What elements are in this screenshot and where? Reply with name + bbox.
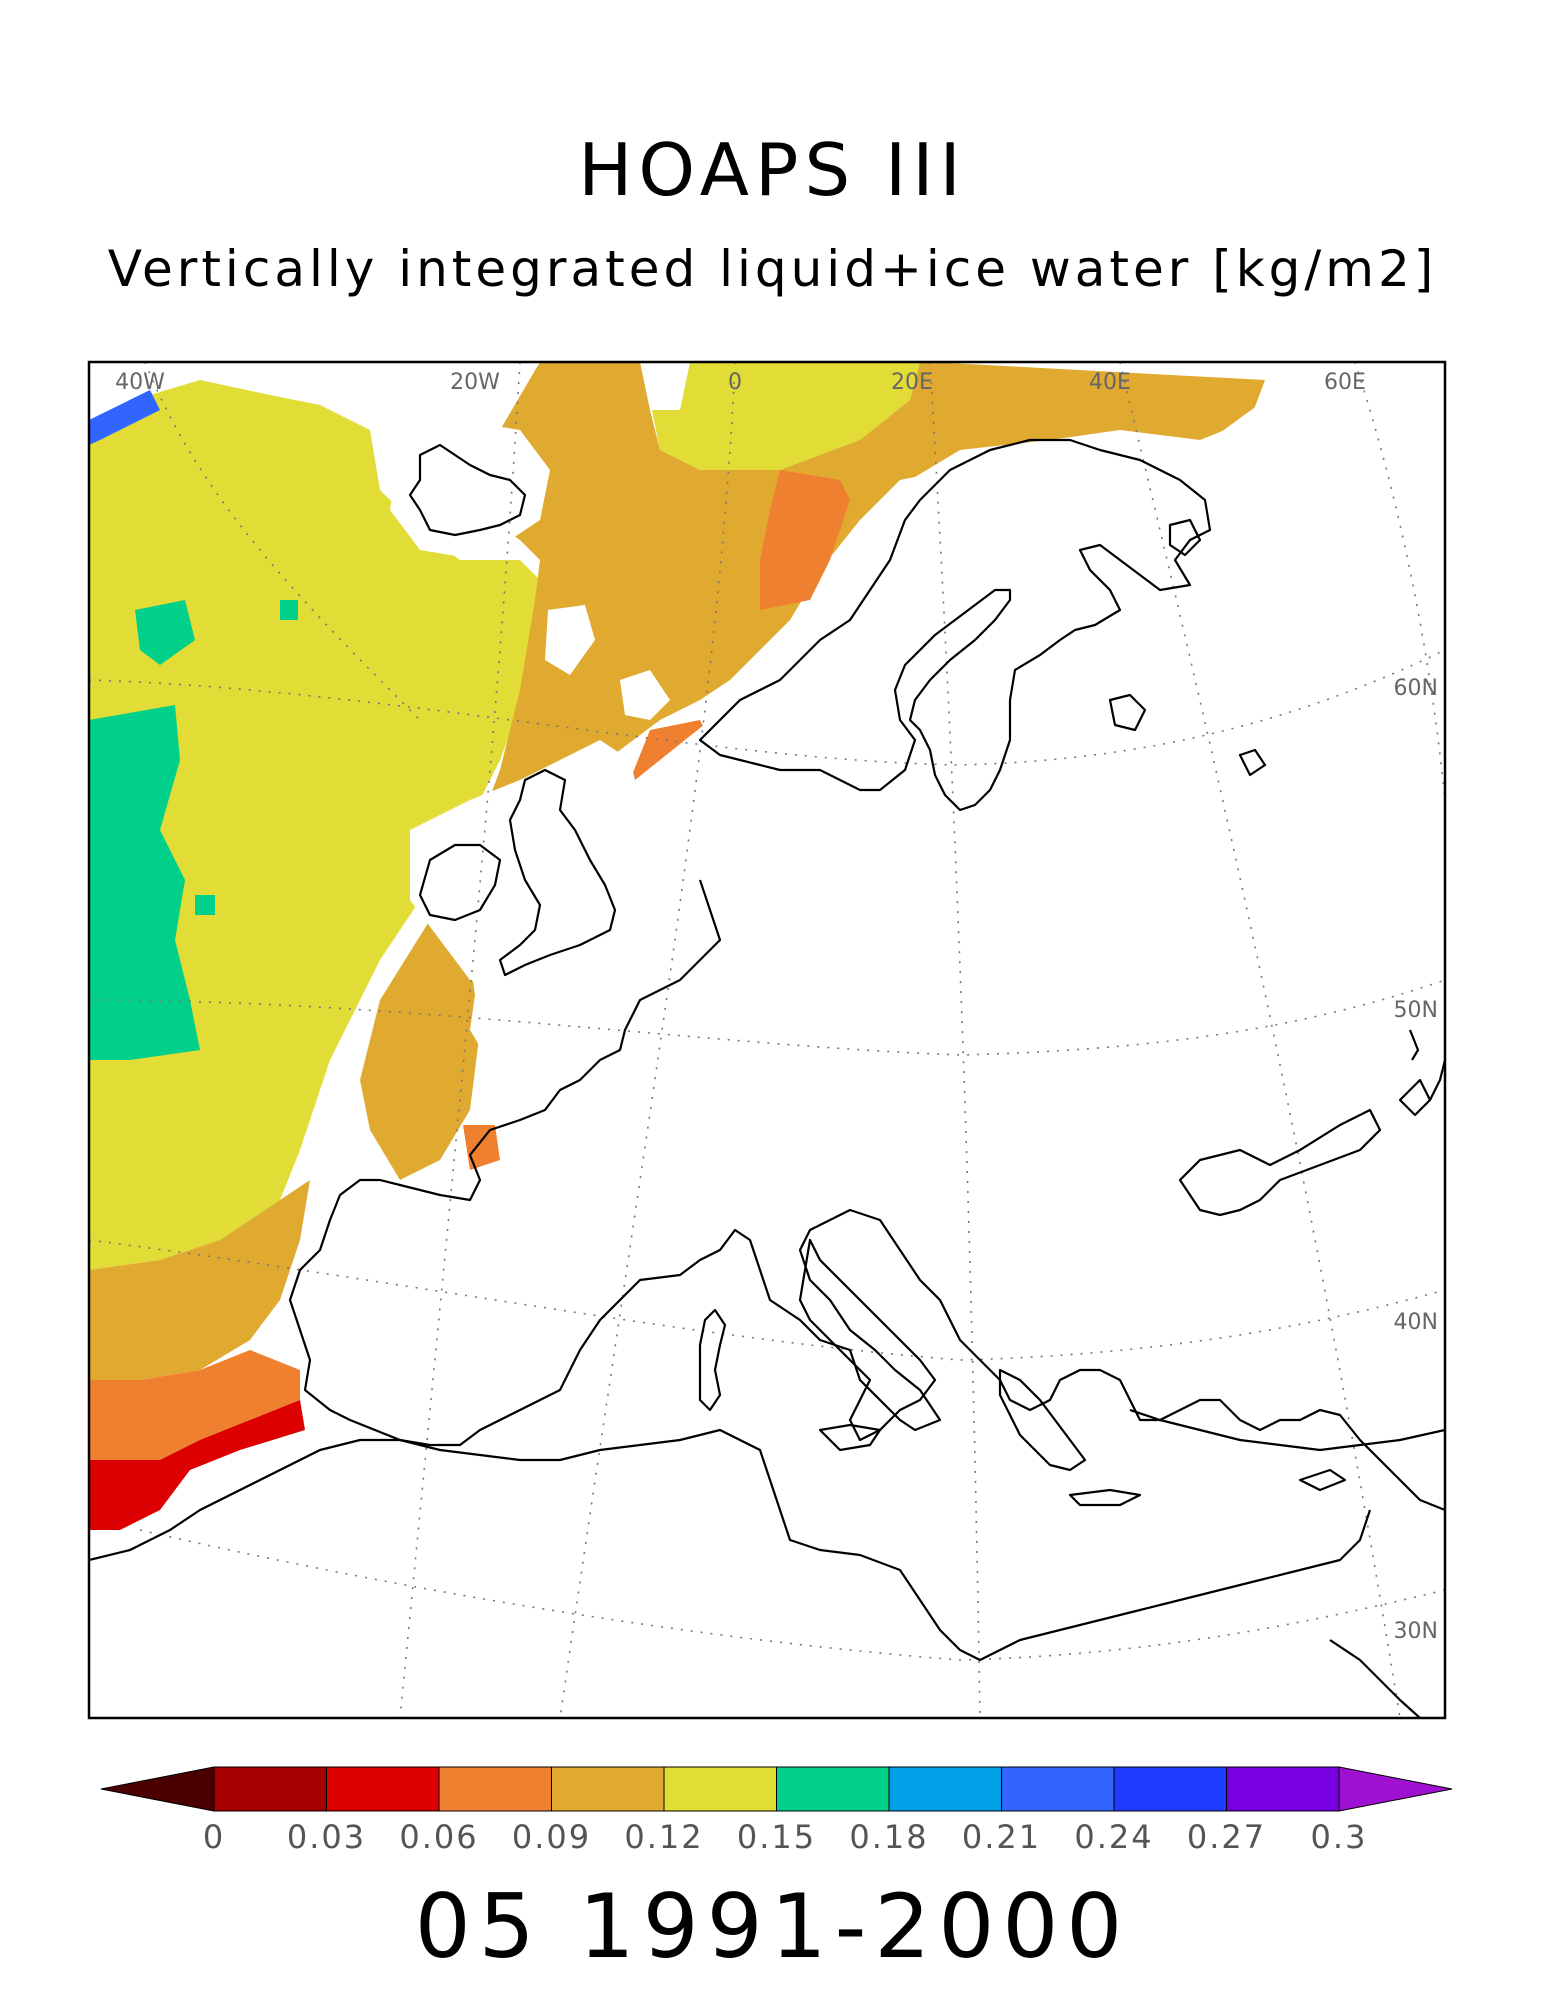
colorbar-bin (326, 1766, 440, 1812)
meridian-20w (399, 362, 521, 1718)
lon-label: 60E (1324, 370, 1366, 395)
colorbar-tick-label: 0.21 (962, 1818, 1041, 1856)
coastline-scandinavia (698, 438, 1212, 812)
colorbar-bin (888, 1766, 1002, 1812)
uk-buffer (410, 740, 660, 1000)
colorbar-over-triangle (1338, 1766, 1453, 1812)
colorbar-tick-label: 0.12 (624, 1818, 703, 1856)
iceland-buffer (390, 420, 550, 560)
coastline-lake-1 (1168, 518, 1202, 557)
coastline-crete (1068, 1488, 1142, 1507)
colorbar-bins (213, 1766, 1340, 1812)
parallel-50n (89, 979, 1445, 1056)
graticule (89, 362, 1445, 1718)
field-0.12-0.15 (89, 380, 540, 1270)
lat-label: 50N (1394, 998, 1438, 1023)
lat-label: 60N (1394, 676, 1438, 701)
colorbar-tick-label: 0.18 (849, 1818, 928, 1856)
coastline-europe-main (288, 879, 1445, 1512)
faroe-buffer (545, 605, 595, 675)
map-area (89, 362, 1445, 1718)
map-frame (87, 360, 1447, 1720)
coastline-lake-3 (1238, 748, 1267, 777)
colorbar-tick-label: 0.15 (737, 1818, 816, 1856)
longitude-labels: 40W 20W 0 20E 40E 60E (115, 370, 1366, 395)
field-0.15-0.18-spot (135, 600, 195, 665)
map-title: HOAPS III (578, 128, 967, 212)
lon-label: 20W (450, 370, 500, 395)
lon-label: 0 (728, 370, 742, 395)
field-0.03-0.06-iberia (89, 1400, 305, 1530)
colorbar-bin (1001, 1766, 1115, 1812)
colorbar-bin (1226, 1766, 1340, 1812)
field-0.09-0.12 (360, 362, 1270, 1180)
colorbar-tick-label: 0 (203, 1818, 225, 1856)
coastline-blacksea (1178, 1108, 1382, 1217)
colorbar-bin (438, 1766, 552, 1812)
colorbar-tick-label: 0.3 (1311, 1818, 1368, 1856)
colorbar-tick-label: 0.27 (1187, 1818, 1266, 1856)
colorbar-under-triangle (100, 1766, 215, 1812)
field-0.15-0.18-spot3 (195, 895, 215, 915)
lat-label: 40N (1394, 1310, 1438, 1335)
field-0.12-0.15-north (650, 362, 920, 470)
colorbar-labels: 0 0.03 0.06 0.09 0.12 0.15 0.18 0.21 0.24 0.27 0.3 (203, 1818, 1368, 1856)
field-0.06-0.09-biscay (463, 1125, 500, 1170)
lat-label: 30N (1394, 1619, 1438, 1644)
scotland-hole (620, 670, 670, 720)
coastline-lake-2 (1108, 693, 1147, 732)
field-0.15-0.18 (89, 705, 200, 1060)
north-hole (640, 362, 690, 410)
land-mask (89, 362, 1445, 1718)
field-0.27-0.3 (89, 390, 160, 445)
colorbar-bin (663, 1766, 777, 1812)
coastline-africa (89, 1428, 1372, 1662)
colorbar-tick-label: 0.09 (512, 1818, 591, 1856)
colorbar-bin (776, 1766, 890, 1812)
coastline-island-2 (1408, 1029, 1420, 1061)
meridian-40e (1119, 362, 1401, 1718)
lon-label: 20E (891, 370, 933, 395)
colorbar-tick-label: 0.03 (287, 1818, 366, 1856)
colorbar: 0 0.03 0.06 0.09 0.12 0.15 0.18 0.21 0.24 0.27 0.3 (100, 1766, 1453, 1856)
latitude-labels: 60N 50N 40N 30N (1394, 676, 1438, 1644)
colorbar-bin (1113, 1766, 1227, 1812)
coastline-turkey (1129, 1408, 1445, 1452)
field-0.06-0.09-norway (760, 470, 850, 610)
parallel-40n (89, 1239, 1445, 1361)
time-period: 05 1991-2000 (414, 1875, 1131, 1978)
parallel-60n (89, 649, 1445, 766)
colorbar-bin (213, 1766, 327, 1812)
colorbar-tick-label: 0.24 (1074, 1818, 1153, 1856)
coastline-sicily (818, 1423, 882, 1452)
coastline-island-1 (1398, 1078, 1432, 1117)
coastline-caspian-corner (1429, 1059, 1445, 1101)
coastline-redsea-corner (1329, 1639, 1421, 1718)
coastline-greece (998, 1368, 1087, 1472)
lon-label: 40E (1089, 370, 1131, 395)
coastlines (89, 438, 1445, 1718)
colorbar-bin (551, 1766, 665, 1812)
coastline-ireland (418, 843, 502, 922)
coastline-cyprus (1298, 1468, 1347, 1492)
field-0.06-0.09-iberia (89, 1350, 300, 1470)
map-subtitle: Vertically integrated liquid+ice water [… (107, 240, 1438, 298)
lon-label: 40W (115, 370, 165, 395)
field-0.15-0.18-spot2 (280, 600, 298, 620)
colorbar-tick-label: 0.06 (399, 1818, 478, 1856)
field-0.09-0.12-south (89, 1180, 310, 1390)
coastline-britain (498, 768, 617, 977)
coastline-corsica-sardinia (698, 1308, 727, 1412)
coastline-iceland (408, 443, 527, 537)
meridian-60e (1354, 362, 1445, 801)
